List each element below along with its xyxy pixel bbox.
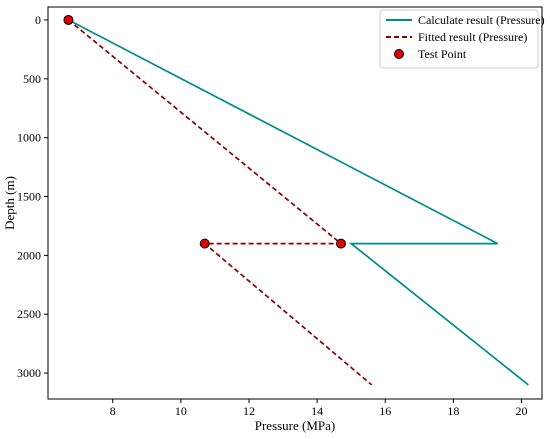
test-point [199, 238, 210, 249]
x-tick-label: 16 [379, 404, 391, 418]
legend: Calculate result (Pressure) Fitted resul… [379, 9, 545, 69]
plot-area [47, 6, 543, 400]
legend-test-point-label: Test Point [418, 47, 467, 61]
y-tick-label: 1500 [17, 190, 41, 204]
legend-box [379, 9, 539, 69]
axis-ticks: 8 10 12 14 16 18 20 0 500 1000 1500 2000 2500 3000 [17, 13, 528, 418]
y-tick-label: 3000 [17, 366, 41, 380]
test-point [63, 14, 74, 25]
x-tick-label: 14 [311, 404, 323, 418]
x-tick-label: 10 [175, 404, 187, 418]
series-lines [67, 19, 529, 386]
x-tick-label: 20 [516, 404, 528, 418]
y-tick-label: 1000 [17, 131, 41, 145]
calculate-result-line [68, 19, 529, 386]
x-tick-label: 8 [110, 404, 116, 418]
x-tick-label: 18 [447, 404, 459, 418]
y-tick-label: 2500 [17, 307, 41, 321]
x-axis-title: Pressure (MPa) [255, 418, 336, 433]
legend-calculate-label: Calculate result (Pressure) [418, 13, 545, 27]
y-tick-label: 0 [35, 13, 41, 27]
y-tick-label: 500 [23, 72, 41, 86]
test-point-markers [63, 14, 346, 249]
x-tick-label: 12 [243, 404, 255, 418]
test-point [335, 238, 346, 249]
fitted-result-line [67, 19, 373, 386]
legend-fitted-label: Fitted result (Pressure) [418, 30, 527, 44]
y-axis-title: Depth (m) [2, 176, 17, 230]
legend-test-point-marker [394, 49, 404, 59]
y-tick-label: 2000 [17, 248, 41, 262]
